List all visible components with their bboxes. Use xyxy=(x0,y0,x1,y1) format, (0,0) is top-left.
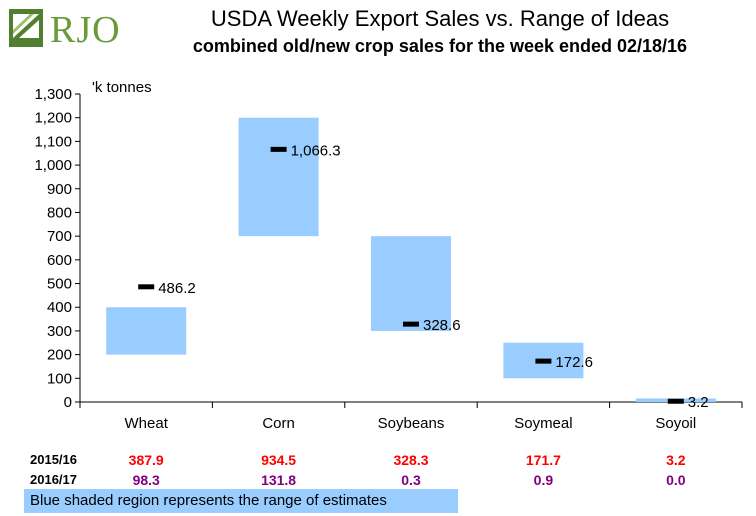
chart-title: USDA Weekly Export Sales vs. Range of Id… xyxy=(210,6,670,31)
y-tick-label: 600 xyxy=(47,252,72,269)
actual-marker xyxy=(667,398,684,404)
chart-svg: 0 100 200 300 400 500 600 700 800 900 1,000 1,100 1,… xyxy=(34,79,743,432)
y-tick-label: 900 xyxy=(47,181,72,198)
y-tick-label: 800 xyxy=(47,204,72,221)
row-label: 2016/17 xyxy=(30,472,77,487)
actual-marker xyxy=(270,146,287,152)
actual-value-label: 486.2 xyxy=(158,280,196,297)
category-label: Corn xyxy=(262,415,295,432)
table-cell: 98.3 xyxy=(132,472,160,488)
y-tick-label: 1,000 xyxy=(34,157,72,174)
category-label: Soymeal xyxy=(514,415,572,432)
y-tick-label: 1,300 xyxy=(34,86,72,103)
y-tick-label: 400 xyxy=(47,299,72,316)
range-bar xyxy=(238,117,319,237)
logo-mark-icon xyxy=(9,9,43,47)
actual-value-label: 1,066.3 xyxy=(291,142,341,159)
row-label: 2015/16 xyxy=(30,452,77,467)
actual-value-label: 328.6 xyxy=(423,317,461,334)
range-bar xyxy=(371,236,451,331)
category-label: Wheat xyxy=(125,415,169,432)
y-tick-label: 300 xyxy=(47,323,72,340)
y-tick-label: 100 xyxy=(47,370,72,387)
table-cell: 328.3 xyxy=(393,452,429,468)
category-label: Soybeans xyxy=(378,415,445,432)
y-tick-label: 500 xyxy=(47,276,72,293)
table-cell: 171.7 xyxy=(525,452,561,468)
actual-value-label: 3.2 xyxy=(688,394,709,411)
y-tick-label: 700 xyxy=(47,228,72,245)
footnote: Blue shaded region represents the range … xyxy=(24,489,458,513)
y-tick-label: 0 xyxy=(64,394,72,411)
table-cell: 934.5 xyxy=(261,452,297,468)
logo-text: RJO xyxy=(50,9,121,51)
table-cell: 131.8 xyxy=(261,472,297,488)
table-cell: 0.3 xyxy=(401,472,421,488)
y-tick-label: 1,100 xyxy=(34,133,72,150)
y-tick-label: 200 xyxy=(47,347,72,364)
category-label: Soyoil xyxy=(655,415,696,432)
actual-marker xyxy=(403,321,419,327)
table-row: 2016/17 98.3 131.8 0.3 0.9 0.0 xyxy=(0,472,756,492)
actual-marker xyxy=(535,358,552,364)
table-cell: 387.9 xyxy=(128,452,164,468)
unit-label: 'k tonnes xyxy=(92,79,152,96)
chart-subtitle: combined old/new crop sales for the week… xyxy=(192,36,688,56)
table-cell: 0.9 xyxy=(533,472,554,488)
table-cell: 3.2 xyxy=(666,452,686,468)
actual-marker xyxy=(138,284,155,290)
range-bar xyxy=(106,307,187,355)
actual-value-label: 172.6 xyxy=(555,354,593,371)
rjo-logo: RJO xyxy=(8,8,132,51)
y-tick-label: 1,200 xyxy=(34,110,72,127)
table-cell: 0.0 xyxy=(666,472,686,488)
table-row: 2015/16 387.9 934.5 328.3 171.7 3.2 xyxy=(0,452,756,472)
